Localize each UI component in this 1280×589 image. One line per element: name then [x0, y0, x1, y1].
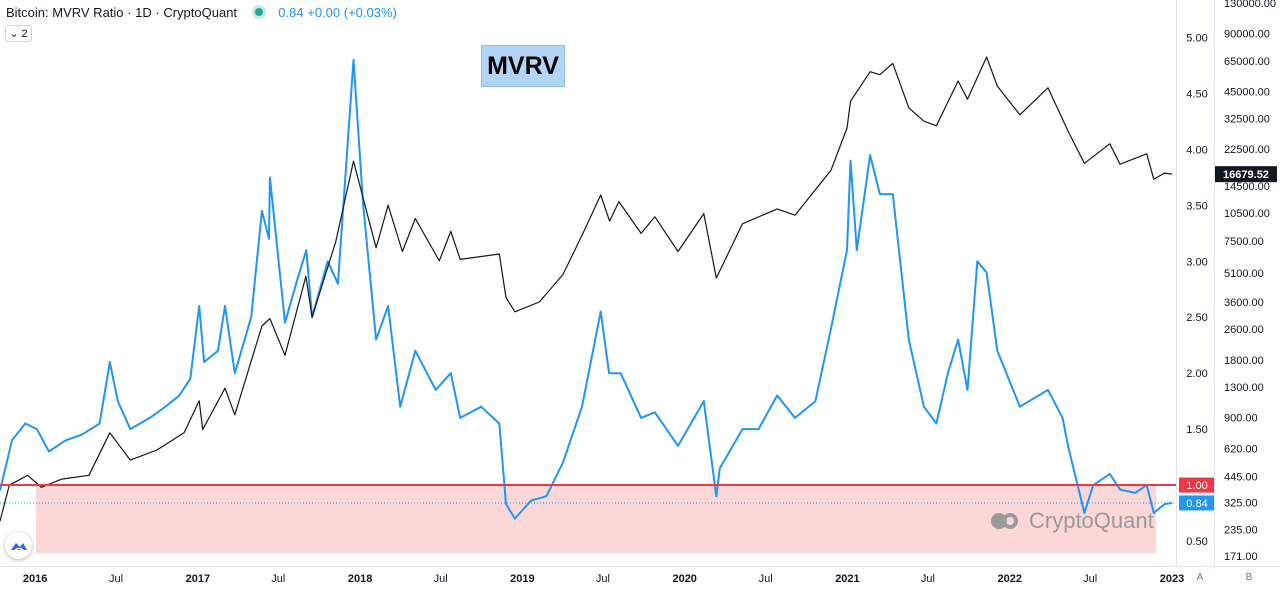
current-value-label: 0.84	[1186, 498, 1207, 510]
x-axis-tick: Jul	[759, 573, 773, 585]
x-axis-tick: 2018	[348, 573, 372, 585]
right-axis-tick: 130000.00	[1224, 0, 1276, 10]
right-axis-tick: 3600.00	[1224, 297, 1264, 309]
current-price-label-bg	[1215, 166, 1277, 183]
x-axis-tick: 2019	[510, 573, 534, 585]
left-axis-tick: 3.50	[1186, 200, 1207, 212]
price-series-line	[0, 56, 1173, 522]
right-axis-tick: 22500.00	[1224, 144, 1270, 156]
x-axis-tick: Jul	[109, 573, 123, 585]
header-separator: ·	[127, 5, 132, 20]
scale-mode-button[interactable]: B	[1245, 572, 1253, 583]
left-axis-tick: 1.50	[1186, 424, 1207, 436]
tradingview-logo-icon[interactable]	[5, 532, 32, 559]
indicator-count: 2	[21, 27, 28, 40]
left-axis-tick: 4.50	[1186, 88, 1207, 100]
last-value: 0.84	[278, 5, 304, 20]
symbol-title[interactable]: Bitcoin: MVRV Ratio	[6, 5, 124, 20]
x-axis-tick: Jul	[1083, 573, 1097, 585]
right-axis-tick: 900.00	[1224, 413, 1258, 425]
right-axis-tick: 620.00	[1224, 444, 1258, 456]
right-axis-tick: 1300.00	[1224, 382, 1264, 394]
interval-label[interactable]: 1D	[135, 5, 152, 20]
x-axis-tick: Jul	[434, 573, 448, 585]
x-axis-tick: Jul	[921, 573, 935, 585]
chart-header: Bitcoin: MVRV Ratio · 1D · CryptoQuant 0…	[6, 5, 397, 20]
right-axis-tick: 7500.00	[1224, 236, 1264, 248]
value-change: +0.00 (+0.03%)	[307, 5, 397, 20]
x-axis-tick: 2023	[1160, 573, 1184, 585]
left-axis-tick: 4.00	[1186, 144, 1207, 156]
cryptoquant-logo-icon	[991, 511, 1021, 531]
current-value-label-bg	[1179, 495, 1214, 511]
right-axis-tick: 171.00	[1224, 551, 1258, 563]
threshold-label-bg	[1179, 477, 1214, 493]
mvrv-series-line	[0, 58, 1173, 520]
x-axis-tick: Jul	[271, 573, 285, 585]
left-axis-tick: 5.00	[1186, 33, 1207, 45]
source-label: CryptoQuant	[163, 5, 238, 20]
x-axis-tick: 2020	[672, 573, 696, 585]
right-axis-tick: 14500.00	[1224, 181, 1270, 193]
market-status-icon	[254, 8, 263, 16]
right-axis-tick: 32500.00	[1224, 114, 1270, 126]
x-axis-tick: 2017	[186, 573, 210, 585]
right-axis-tick: 235.00	[1224, 524, 1258, 536]
x-axis-tick: Jul	[596, 573, 610, 585]
threshold-label: 1.00	[1186, 480, 1207, 492]
current-price-label: 16679.52	[1223, 169, 1269, 181]
left-axis-tick: 0.50	[1186, 536, 1207, 548]
undervalued-zone	[36, 485, 1156, 553]
mvrv-title-box: MVRV	[481, 45, 565, 87]
left-axis-tick: 3.00	[1186, 256, 1207, 268]
right-axis-tick: 1800.00	[1224, 355, 1264, 367]
cryptoquant-watermark: CryptoQuant	[991, 508, 1154, 534]
right-axis-tick: 45000.00	[1224, 86, 1270, 98]
left-axis-tick: 2.00	[1186, 368, 1207, 380]
right-axis-tick: 5100.00	[1224, 268, 1264, 280]
right-axis-tick: 65000.00	[1224, 56, 1270, 68]
right-axis-tick: 10500.00	[1224, 208, 1270, 220]
left-axis-tick: 2.50	[1186, 312, 1207, 324]
right-axis-tick: 325.00	[1224, 497, 1258, 509]
chevron-down-icon: ⌄	[9, 28, 19, 40]
x-axis-tick: 2022	[997, 573, 1021, 585]
collapse-indicators-button[interactable]: ⌄ 2	[5, 25, 32, 42]
x-axis-tick: 2021	[835, 573, 859, 585]
right-axis-tick: 445.00	[1224, 471, 1258, 483]
watermark-text: CryptoQuant	[1029, 508, 1154, 533]
header-separator: ·	[155, 5, 160, 20]
right-axis-tick: 2600.00	[1224, 324, 1264, 336]
auto-scale-button[interactable]: A	[1196, 572, 1204, 583]
x-axis-tick: 2016	[23, 573, 47, 585]
right-axis-tick: 90000.00	[1224, 29, 1270, 41]
